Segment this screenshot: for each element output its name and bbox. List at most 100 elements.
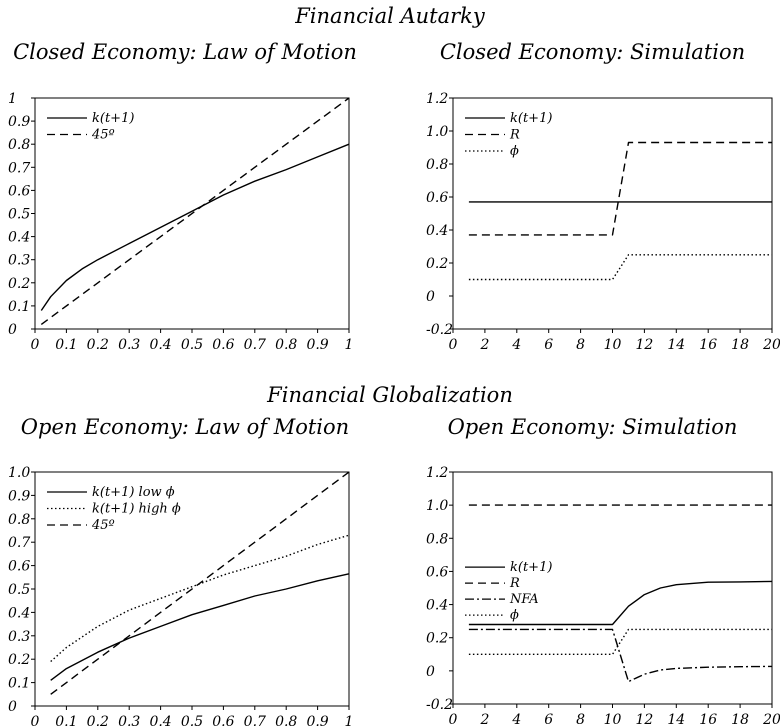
y-tick-label: 0.6	[8, 559, 30, 575]
y-tick-label: -0.2	[426, 697, 453, 713]
y-tick-label: 1	[8, 91, 17, 107]
x-tick-label: 0.2	[87, 337, 109, 353]
series-line-k-t-1-	[40, 143, 350, 311]
legend-label: ϕ	[510, 608, 519, 623]
panel-title-open-law: Open Economy: Law of Motion	[20, 415, 350, 439]
y-tick-label: 0.8	[8, 137, 30, 153]
series-line-nfa	[468, 628, 773, 683]
x-tick-label: 4	[511, 712, 521, 728]
y-tick-label: 0.3	[8, 253, 30, 269]
y-tick-label: 1.2	[426, 465, 448, 481]
y-tick-label: 0.9	[8, 114, 30, 130]
y-tick-label: 0.4	[426, 223, 448, 239]
y-tick-label: -0.2	[426, 322, 453, 338]
y-tick-label: 0.9	[8, 488, 30, 504]
x-tick-label: 2	[479, 337, 489, 353]
x-tick-label: 16	[699, 337, 717, 353]
x-tick-label: 0.2	[87, 714, 109, 728]
x-tick-label: 0.1	[55, 714, 77, 728]
x-tick-label: 0.8	[275, 337, 297, 353]
y-tick-label: 0	[8, 322, 17, 338]
x-tick-label: 18	[731, 712, 749, 728]
y-tick-label: 0.8	[426, 531, 448, 547]
legend-label: R	[509, 128, 520, 143]
legend-label: k(t+1) low ϕ	[92, 485, 175, 500]
plot-frame	[452, 471, 773, 705]
y-tick-label: 0.1	[8, 676, 30, 692]
x-tick-label: 0	[31, 714, 40, 728]
x-tick-label: 0	[449, 712, 458, 728]
series-line-45-	[40, 97, 350, 325]
plot-frame	[452, 97, 773, 330]
x-tick-label: 4	[511, 337, 521, 353]
legend-label: k(t+1) high ϕ	[92, 502, 181, 517]
y-tick-label: 0.2	[426, 631, 448, 647]
x-tick-label: 20	[762, 337, 780, 353]
x-tick-label: 0.1	[55, 337, 77, 353]
y-tick-label: 0.6	[8, 183, 30, 199]
x-tick-label: 8	[576, 337, 585, 353]
y-tick-label: 1.0	[426, 498, 448, 514]
y-tick-label: 0.5	[8, 582, 30, 598]
y-tick-label: 0.5	[8, 207, 30, 223]
y-tick-label: 0.2	[426, 256, 448, 272]
x-tick-label: 0.3	[118, 714, 140, 728]
x-tick-label: 0	[31, 337, 40, 353]
legend-label: ϕ	[510, 144, 519, 159]
series-line-r	[468, 141, 772, 236]
y-tick-label: 0.2	[8, 652, 30, 668]
y-tick-label: 0.4	[426, 598, 448, 614]
legend-label: 45º	[91, 518, 115, 533]
y-tick-label: 1.0	[426, 124, 448, 140]
y-tick-label: 0.6	[426, 190, 448, 206]
legend-label: R	[509, 576, 520, 591]
x-tick-label: 12	[635, 337, 653, 353]
x-tick-label: 0.5	[181, 337, 203, 353]
y-tick-label: 0.7	[8, 535, 30, 551]
legend-label: k(t+1)	[92, 111, 134, 126]
y-tick-label: 1.0	[8, 465, 30, 481]
x-tick-label: 0.8	[275, 714, 297, 728]
panel-title-closed-law: Closed Economy: Law of Motion	[13, 40, 357, 64]
y-tick-label: 0.1	[8, 299, 30, 315]
legend-label: NFA	[509, 592, 539, 607]
panel-title-closed-sim: Closed Economy: Simulation	[439, 40, 746, 64]
y-tick-label: 1.2	[426, 91, 448, 107]
x-tick-label: 0.6	[212, 714, 234, 728]
x-tick-label: 6	[544, 712, 553, 728]
x-tick-label: 0.4	[149, 714, 171, 728]
x-tick-label: 0.3	[118, 337, 140, 353]
x-tick-label: 14	[667, 337, 685, 353]
section-heading-autarky: Financial Autarky	[295, 4, 485, 28]
y-tick-label: 0.3	[8, 629, 30, 645]
x-tick-label: 0.6	[212, 337, 234, 353]
y-tick-label: 0.6	[426, 564, 448, 580]
y-tick-label: 0.4	[8, 230, 30, 246]
legend-label: 45º	[91, 128, 115, 143]
x-tick-label: 0	[449, 337, 458, 353]
series-line-k-t-1-low-	[50, 573, 350, 681]
x-tick-label: 0.7	[244, 714, 266, 728]
series-line-45-	[50, 471, 350, 695]
y-tick-label: 0	[426, 664, 435, 680]
x-tick-label: 14	[667, 712, 685, 728]
y-tick-label: 0.2	[8, 276, 30, 292]
y-tick-label: 0	[8, 699, 17, 715]
x-tick-label: 10	[604, 712, 622, 728]
x-tick-label: 0.5	[181, 714, 203, 728]
x-tick-label: 18	[731, 337, 749, 353]
y-tick-label: 0.7	[8, 160, 30, 176]
y-tick-label: 0.8	[426, 157, 448, 173]
y-tick-label: 0	[426, 289, 435, 305]
x-tick-label: 8	[576, 712, 585, 728]
x-tick-label: 16	[699, 712, 717, 728]
y-tick-label: 0.8	[8, 512, 30, 528]
series-line--	[468, 254, 772, 281]
series-line-k-t-1-high-	[50, 534, 350, 663]
panel-title-open-sim: Open Economy: Simulation	[447, 415, 738, 439]
x-tick-label: 10	[604, 337, 622, 353]
series-line-k-t-1-	[468, 580, 773, 626]
y-tick-label: 0.4	[8, 605, 30, 621]
x-tick-label: 20	[762, 712, 780, 728]
